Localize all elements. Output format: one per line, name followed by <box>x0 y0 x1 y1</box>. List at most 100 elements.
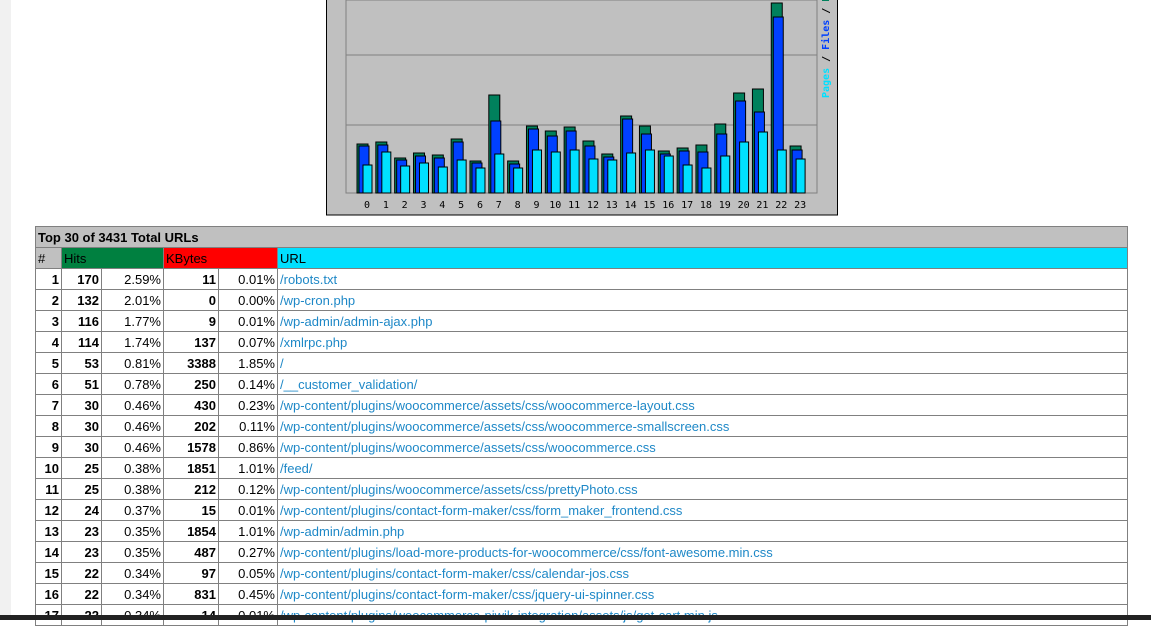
table-row: 11 25 0.38% 212 0.12%/wp-content/plugins/woo… <box>35 478 1128 500</box>
kbytes-percent-cell: 1.01% <box>218 457 278 479</box>
url-link[interactable]: /__customer_validation/ <box>280 376 418 392</box>
kbytes-percent-cell: 0.86% <box>218 436 278 458</box>
kbytes-cell: 250 <box>163 373 219 395</box>
hits-percent-cell: 2.01% <box>101 289 164 311</box>
url-cell: /wp-content/plugins/woocommerce/assets/c… <box>277 478 1128 500</box>
url-link[interactable]: /wp-content/plugins/woocommerce/assets/c… <box>280 418 730 434</box>
hits-percent-cell: 0.35% <box>101 541 164 563</box>
kbytes-cell: 11 <box>163 268 219 290</box>
bar <box>569 149 580 194</box>
bar <box>418 162 429 194</box>
url-cell: /__customer_validation/ <box>277 373 1128 395</box>
x-tick-label: 22 <box>775 200 787 211</box>
table-title: Top 30 of 3431 Total URLs <box>35 226 1128 248</box>
legend: Pages / Files / H <box>820 0 832 98</box>
bar <box>381 151 392 194</box>
hits-cell: 30 <box>61 436 102 458</box>
bar <box>795 158 806 194</box>
x-tick-label: 10 <box>549 200 561 211</box>
table-row: 13 23 0.35% 1854 1.01%/wp-admin/admin.php <box>35 520 1128 542</box>
url-cell: /wp-admin/admin.php <box>277 520 1128 542</box>
kbytes-cell: 831 <box>163 583 219 605</box>
header-kbytes: KBytes <box>163 247 278 269</box>
rank-cell: 8 <box>35 415 62 437</box>
kbytes-percent-cell: 0.23% <box>218 394 278 416</box>
x-tick-label: 18 <box>700 200 712 211</box>
bar <box>739 141 750 194</box>
url-link[interactable]: / <box>280 355 284 371</box>
bar <box>757 131 768 194</box>
kbytes-cell: 430 <box>163 394 219 416</box>
hits-percent-cell: 0.46% <box>101 415 164 437</box>
kbytes-percent-cell: 0.27% <box>218 541 278 563</box>
header-hits: Hits <box>61 247 164 269</box>
kbytes-percent-cell: 0.07% <box>218 331 278 353</box>
legend-entry: Pages <box>821 68 832 98</box>
kbytes-cell: 487 <box>163 541 219 563</box>
url-link[interactable]: /wp-content/plugins/contact-form-maker/c… <box>280 502 683 518</box>
rank-cell: 14 <box>35 541 62 563</box>
rank-cell: 2 <box>35 289 62 311</box>
url-link[interactable]: /wp-content/plugins/contact-form-maker/c… <box>280 586 655 602</box>
x-tick-label: 0 <box>364 200 370 211</box>
x-tick-label: 1 <box>383 200 389 211</box>
kbytes-percent-cell: 0.01% <box>218 268 278 290</box>
table-row: 15 22 0.34% 97 0.05%/wp-content/plugins/cont… <box>35 562 1128 584</box>
kbytes-cell: 1578 <box>163 436 219 458</box>
url-cell: /wp-content/plugins/woocommerce/assets/c… <box>277 436 1128 458</box>
url-link[interactable]: /wp-content/plugins/contact-form-maker/c… <box>280 565 629 581</box>
kbytes-percent-cell: 0.14% <box>218 373 278 395</box>
url-link[interactable]: /wp-admin/admin-ajax.php <box>280 313 433 329</box>
rank-cell: 11 <box>35 478 62 500</box>
x-tick-label: 12 <box>587 200 599 211</box>
legend-entry: Files <box>820 20 832 50</box>
hits-percent-cell: 1.77% <box>101 310 164 332</box>
x-tick-label: 20 <box>738 200 750 211</box>
bar <box>400 165 411 194</box>
hits-cell: 22 <box>61 562 102 584</box>
url-link[interactable]: /wp-admin/admin.php <box>280 523 405 539</box>
x-tick-label: 21 <box>756 200 768 211</box>
bar <box>456 159 467 194</box>
bar <box>644 149 655 194</box>
url-link[interactable]: /wp-content/plugins/load-more-products-f… <box>280 544 773 560</box>
url-cell: /wp-cron.php <box>277 289 1128 311</box>
hits-cell: 51 <box>61 373 102 395</box>
table-row: 16 22 0.34% 831 0.45%/wp-content/plugins/con… <box>35 583 1128 605</box>
url-link[interactable]: /wp-cron.php <box>280 292 356 308</box>
rank-cell: 3 <box>35 310 62 332</box>
hits-percent-cell: 0.38% <box>101 457 164 479</box>
url-link[interactable]: /wp-content/plugins/woocommerce/assets/c… <box>280 439 656 455</box>
kbytes-cell: 15 <box>163 499 219 521</box>
hits-percent-cell: 0.34% <box>101 583 164 605</box>
hits-percent-cell: 0.37% <box>101 499 164 521</box>
hits-cell: 30 <box>61 415 102 437</box>
url-link[interactable]: /xmlrpc.php <box>280 334 348 350</box>
bar <box>626 152 637 194</box>
kbytes-cell: 3388 <box>163 352 219 374</box>
url-link[interactable]: /robots.txt <box>280 271 338 287</box>
hits-cell: 24 <box>61 499 102 521</box>
rank-cell: 5 <box>35 352 62 374</box>
x-tick-label: 6 <box>477 200 483 211</box>
kbytes-percent-cell: 0.01% <box>218 499 278 521</box>
header-url: URL <box>277 247 1128 269</box>
legend-entry: H <box>821 0 832 2</box>
hits-cell: 114 <box>61 331 102 353</box>
url-link[interactable]: /feed/ <box>280 460 313 476</box>
url-link[interactable]: /wp-content/plugins/woocommerce/assets/c… <box>280 397 695 413</box>
x-tick-label: 2 <box>402 200 408 211</box>
url-link[interactable]: /wp-content/plugins/woocommerce/assets/c… <box>280 481 638 497</box>
hits-percent-cell: 0.78% <box>101 373 164 395</box>
hits-percent-cell: 0.81% <box>101 352 164 374</box>
header-rank: # <box>35 247 62 269</box>
url-cell: /wp-admin/admin-ajax.php <box>277 310 1128 332</box>
kbytes-cell: 202 <box>163 415 219 437</box>
bottom-bar <box>0 615 1151 620</box>
hits-cell: 53 <box>61 352 102 374</box>
rank-cell: 7 <box>35 394 62 416</box>
hits-percent-cell: 0.35% <box>101 520 164 542</box>
kbytes-percent-cell: 1.01% <box>218 520 278 542</box>
x-tick-label: 9 <box>533 200 539 211</box>
